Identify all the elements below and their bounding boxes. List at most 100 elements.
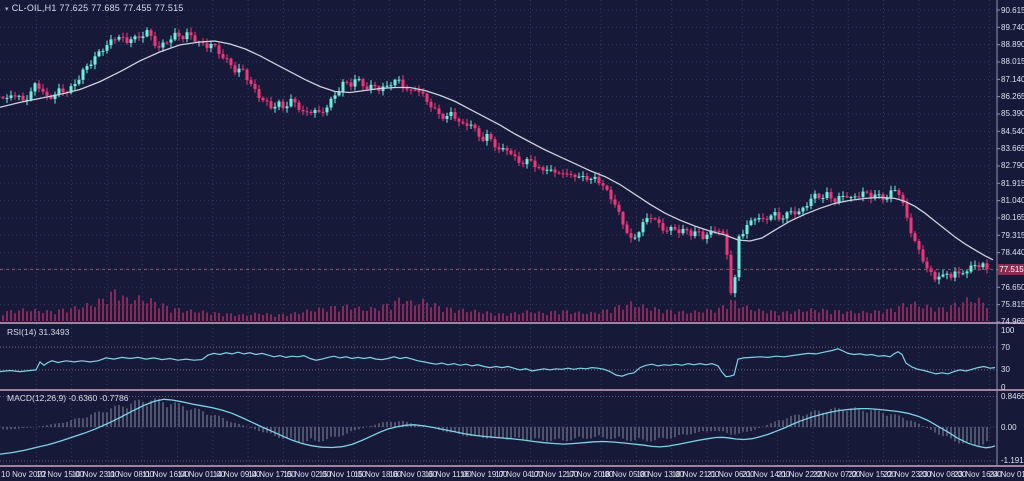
volume-bar	[38, 311, 40, 321]
candle-body	[257, 89, 261, 98]
volume-bar	[598, 313, 600, 321]
macd-signal-line	[0, 398, 996, 455]
volume-bar	[190, 309, 192, 321]
volume-bar	[750, 309, 752, 321]
volume-bar	[202, 310, 204, 321]
time-axis-label: 16 Nov 11:00	[424, 470, 472, 479]
candle-body	[85, 66, 89, 70]
candle-body	[593, 176, 597, 179]
volume-bar	[882, 313, 884, 321]
candle-body	[237, 68, 241, 73]
volume-bar	[574, 312, 576, 321]
candle-body	[213, 44, 217, 46]
symbol-dropdown-icon[interactable]: ▾	[5, 6, 9, 13]
candle-body	[13, 95, 17, 97]
time-axis-label: 11 Nov 08:00	[106, 470, 154, 479]
candle-body	[921, 249, 925, 262]
candle-body	[305, 111, 309, 113]
candle-body	[465, 123, 469, 126]
volume-bar	[586, 314, 588, 321]
time-axis-label: 21 Nov 14:00	[742, 470, 790, 479]
candle-body	[21, 95, 25, 101]
candle-body	[61, 88, 65, 93]
volume-bar	[310, 311, 312, 321]
candle-body	[441, 114, 445, 119]
volume-bar	[498, 313, 500, 321]
volume-bar	[634, 306, 636, 321]
candle-body	[73, 84, 77, 87]
candle-body	[769, 215, 773, 220]
candle-body	[221, 54, 225, 59]
price-axis-label: 82.790	[1001, 161, 1024, 171]
volume-bar	[858, 312, 860, 321]
volume-bar	[674, 314, 676, 321]
candle-body	[965, 271, 969, 274]
volume-bar	[490, 312, 492, 321]
candle-body	[461, 121, 465, 124]
volume-bar	[298, 314, 300, 321]
candle-body	[869, 192, 873, 199]
candle-body	[329, 98, 333, 108]
macd-name: MACD(12,26,9)	[7, 393, 67, 403]
volume-bar	[502, 313, 504, 321]
volume-bar	[958, 307, 960, 321]
candle-body	[901, 194, 905, 204]
volume-bar	[594, 312, 596, 321]
candle-body	[969, 265, 973, 272]
volume-bar	[406, 301, 408, 321]
macd-value-2: -0.7786	[99, 393, 129, 403]
volume-bar	[486, 311, 488, 321]
price-axis-label: 85.390	[1001, 109, 1024, 119]
candle-body	[605, 185, 609, 190]
candle-body	[749, 220, 753, 225]
volume-bar	[534, 313, 536, 321]
volume-bar	[438, 306, 440, 321]
volume-bar	[274, 316, 276, 321]
volume-bar	[134, 300, 136, 321]
candle-body	[477, 128, 481, 137]
volume-bar	[650, 310, 652, 321]
price-axis-label: 74.965	[1001, 317, 1024, 327]
candle-body	[725, 233, 729, 255]
candle-body	[445, 116, 449, 119]
candle-body	[697, 231, 701, 233]
candle-body	[609, 189, 613, 200]
rsi-indicator-label: RSI(14) 31.3493	[7, 327, 69, 337]
candle-body	[149, 30, 153, 36]
volume-bar	[730, 299, 732, 321]
volume-bar	[50, 310, 52, 321]
volume-bar	[654, 307, 656, 321]
candle-body	[349, 82, 353, 87]
volume-bar	[706, 308, 708, 321]
candle-body	[821, 198, 825, 199]
candle-body	[537, 167, 541, 169]
volume-bar	[374, 308, 376, 321]
candle-body	[641, 222, 645, 233]
time-axis-label: 10 Nov 23:00	[71, 470, 120, 479]
volume-bar	[774, 311, 776, 321]
candle-body	[345, 81, 349, 83]
time-axis-label: 16 Nov 19:00	[459, 470, 508, 479]
volume-bar	[446, 307, 448, 321]
price-axis-label: 87.140	[1001, 74, 1024, 84]
candle-body	[449, 112, 453, 116]
candle-body	[241, 68, 245, 70]
candle-body	[233, 65, 237, 73]
volume-bar	[894, 312, 896, 321]
candle-body	[873, 194, 877, 199]
volume-bar	[262, 315, 264, 321]
volume-bar	[738, 308, 740, 321]
candle-body	[341, 81, 345, 92]
volume-bar	[610, 313, 612, 321]
volume-bar	[810, 308, 812, 321]
volume-bar	[326, 311, 328, 321]
macd-axis-label: 0.00	[1001, 422, 1017, 432]
volume-bar	[318, 307, 320, 321]
candle-body	[961, 273, 965, 275]
candle-body	[685, 228, 689, 231]
candle-body	[145, 30, 149, 37]
candle-body	[637, 232, 641, 238]
volume-bar	[682, 310, 684, 321]
